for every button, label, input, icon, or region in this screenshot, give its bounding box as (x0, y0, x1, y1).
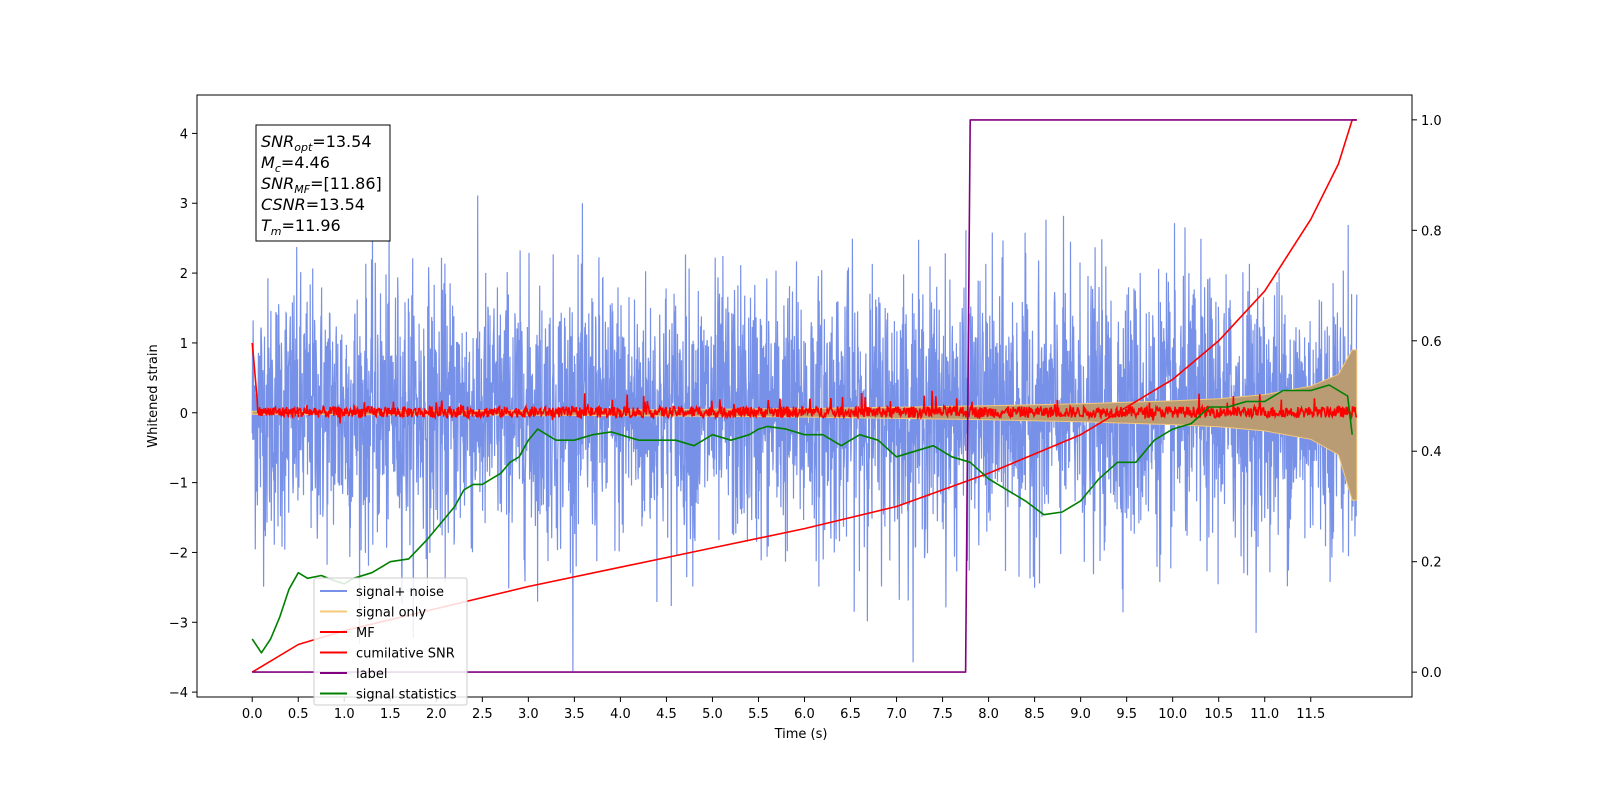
y-tick-label: −3 (169, 616, 188, 631)
legend-label: signal statistics (356, 688, 457, 703)
y-tick-label: 3 (180, 197, 188, 212)
x-tick-label: 3.5 (564, 707, 585, 722)
x-tick-label: 0.0 (242, 707, 263, 722)
legend-frame (313, 577, 468, 706)
series-signal-statistics (251, 384, 1353, 654)
x-tick-label: 2.5 (472, 707, 493, 722)
y2-tick-label: 0.0 (1421, 666, 1442, 681)
x-tick-label: 10.5 (1204, 707, 1233, 722)
legend-label: label (356, 667, 387, 682)
x-tick-label: 6.5 (840, 707, 861, 722)
x-tick-label: 6.0 (794, 707, 815, 722)
annotation-frame (255, 124, 391, 242)
x-tick-label: 8.5 (1024, 707, 1045, 722)
series-mf (251, 342, 1358, 424)
y-tick-label: −2 (169, 546, 188, 561)
x-tick-label: 11.0 (1250, 707, 1279, 722)
annotation-line: Tm=11.96 (261, 216, 341, 238)
x-tick-label: 8.0 (978, 707, 999, 722)
y2-tick-label: 0.8 (1421, 224, 1442, 239)
y-axis-label: Whitened strain (146, 344, 161, 447)
x-tick-label: 9.0 (1070, 707, 1091, 722)
x-tick-label: 5.5 (748, 707, 769, 722)
x-tick-label: 11.5 (1296, 707, 1325, 722)
y-tick-label: 1 (180, 337, 188, 352)
x-tick-label: 1.5 (380, 707, 401, 722)
y2-tick-label: 0.2 (1421, 556, 1442, 571)
y-tick-label: −4 (169, 686, 188, 701)
y-tick-label: 4 (180, 127, 188, 142)
series-signal-noise (251, 195, 1358, 672)
annotation-line: SNRopt=13.54 (261, 132, 372, 154)
y2-tick-label: 0.6 (1421, 335, 1442, 350)
annotation-line: CSNR=13.54 (261, 195, 365, 214)
x-tick-label: 5.0 (702, 707, 723, 722)
legend: signal+ noise signal only MF cumilative SNR… (313, 577, 468, 706)
x-tick-label: 4.5 (656, 707, 677, 722)
y-tick-label: −1 (169, 477, 188, 492)
x-tick-label: 10.0 (1158, 707, 1187, 722)
x-axis: 0.0 0.5 1.0 1.5 2.0 2.5 3.0 3.5 4.0 4.5 5.0 5.5 6.0 6… (242, 697, 1325, 722)
y-tick-label: 2 (180, 267, 188, 282)
x-tick-label: 9.5 (1116, 707, 1137, 722)
annotation-line: Mc=4.46 (261, 153, 330, 175)
x-tick-label: 2.0 (426, 707, 447, 722)
x-tick-label: 3.0 (518, 707, 539, 722)
legend-label: signal+ noise (356, 585, 444, 600)
y-tick-label: 0 (180, 407, 188, 422)
y-axis-right: 0.0 0.2 0.4 0.6 0.8 1.0 (1412, 114, 1442, 681)
annotation-line: SNRMF=[11.86] (261, 174, 382, 196)
x-tick-label: 7.5 (932, 707, 953, 722)
legend-label: cumilative SNR (356, 647, 455, 662)
x-axis-label: Time (s) (774, 727, 828, 742)
y2-tick-label: 0.4 (1421, 445, 1442, 460)
y2-tick-label: 1.0 (1421, 114, 1442, 129)
series-label (252, 119, 1357, 673)
legend-label: MF (356, 626, 375, 641)
y-axis-left: −4 −3 −2 −1 0 1 2 3 4 (169, 127, 197, 701)
series-signal-only (251, 349, 1358, 501)
x-tick-label: 4.0 (610, 707, 631, 722)
annotation-box: SNRopt=13.54Mc=4.46SNRMF=[11.86]CSNR=13.… (255, 124, 391, 242)
x-tick-label: 1.0 (334, 707, 355, 722)
legend-label: signal only (356, 606, 426, 621)
x-tick-label: 0.5 (288, 707, 309, 722)
x-tick-label: 7.0 (886, 707, 907, 722)
